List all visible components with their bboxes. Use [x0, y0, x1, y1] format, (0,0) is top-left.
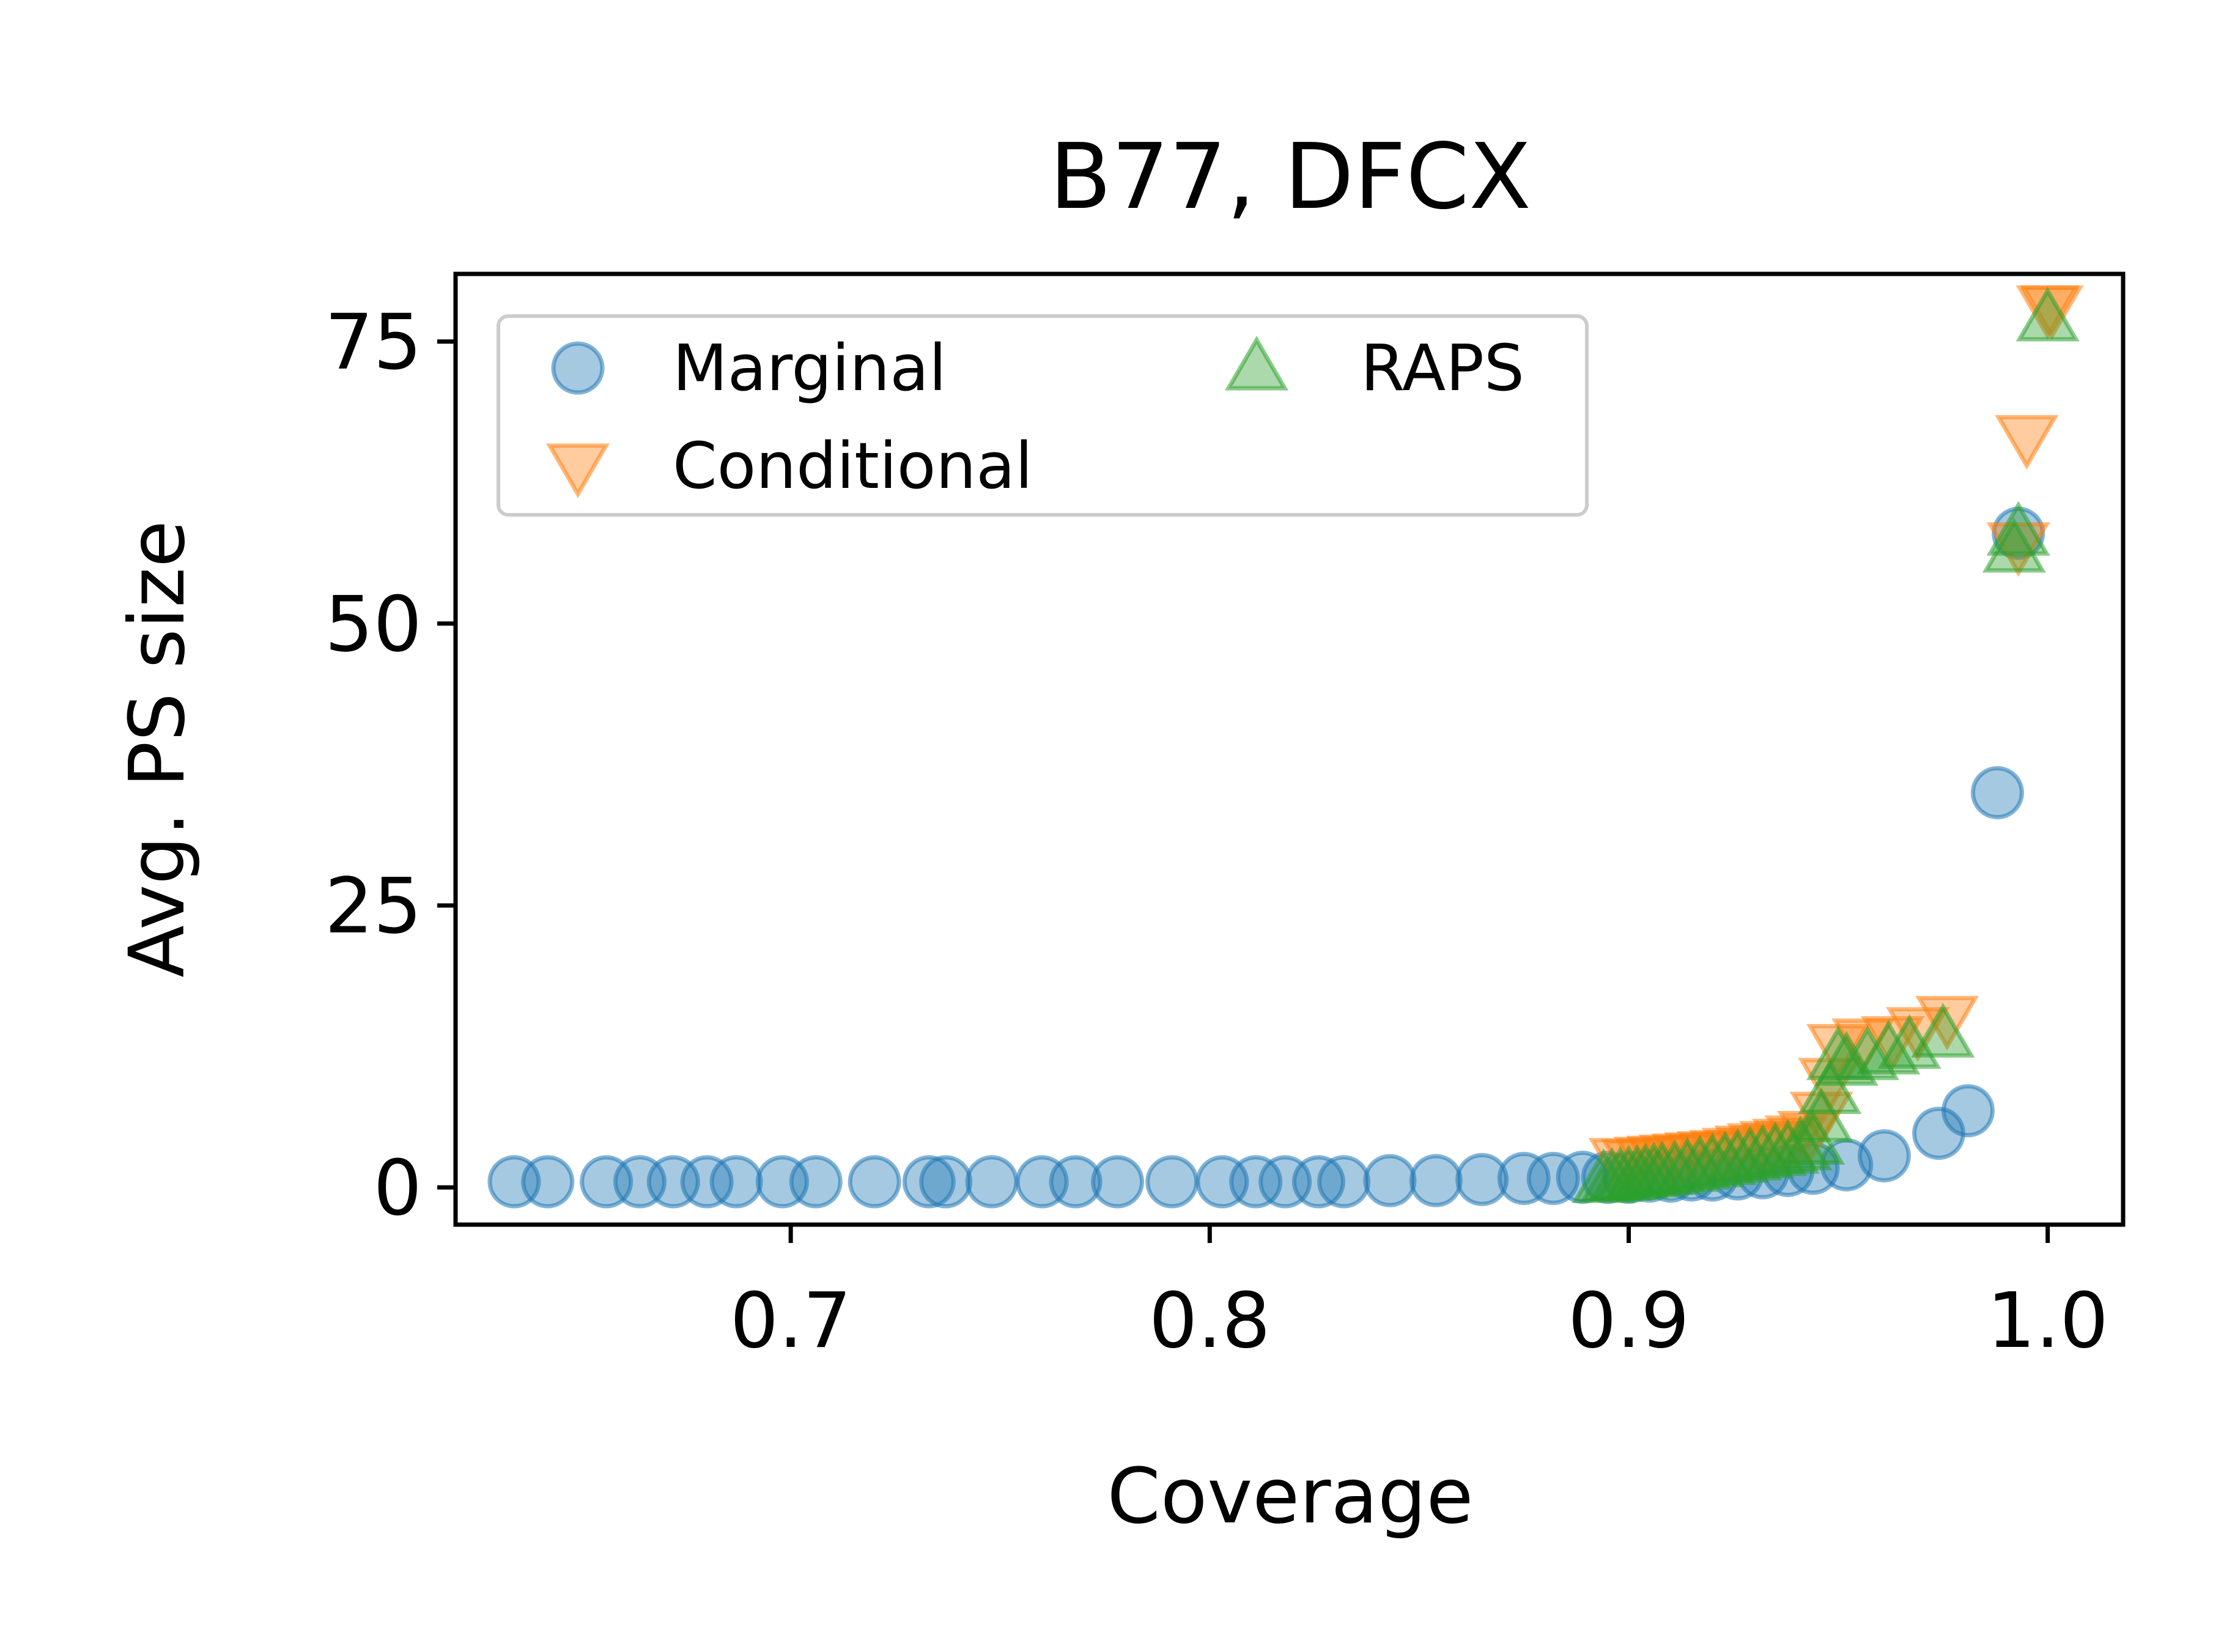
marginal-point — [902, 1155, 956, 1209]
marginal-point — [848, 1155, 901, 1209]
y-axis: 0 25 50 75 — [325, 298, 456, 1233]
marginal-point — [1970, 766, 2024, 820]
raps-point — [1798, 1059, 1862, 1114]
plot-area-frame — [453, 271, 2126, 1227]
legend-raps-marker — [1224, 336, 1289, 391]
marginal-point — [1091, 1155, 1145, 1209]
marginal-point — [919, 1155, 973, 1209]
marginal-point — [521, 1155, 575, 1209]
marginal-point — [1455, 1152, 1509, 1206]
marginal-point — [709, 1155, 763, 1209]
x-tick-label: 0.8 — [1149, 1277, 1271, 1365]
y-tick-label: 50 — [325, 580, 422, 669]
marginal-point — [1409, 1154, 1463, 1208]
marginal-point — [1857, 1129, 1911, 1182]
raps-point — [1986, 501, 2050, 556]
chart-title: B77, DFCX — [1049, 124, 1531, 229]
legend-raps-label: RAPS — [1361, 331, 1524, 405]
data-marks — [487, 285, 2084, 1209]
marginal-point — [1363, 1154, 1417, 1208]
legend: Marginal Conditional RAPS — [497, 314, 1589, 517]
x-axis-label: Coverage — [1107, 1452, 1474, 1541]
marginal-point — [789, 1155, 843, 1209]
y-tick-label: 75 — [325, 298, 422, 387]
y-tick-label: 25 — [325, 862, 422, 951]
raps-point — [1756, 1119, 1820, 1174]
x-axis: 0.7 0.8 0.9 1.0 — [730, 1225, 2108, 1365]
raps-point — [1856, 1019, 1921, 1075]
x-tick-label: 1.0 — [1987, 1277, 2108, 1365]
raps-point — [1982, 517, 2046, 573]
marginal-point — [1941, 1084, 1995, 1138]
legend-marginal-label: Marginal — [673, 331, 947, 405]
raps-point — [2015, 286, 2080, 342]
marginal-point — [1526, 1151, 1580, 1205]
marginal-point — [1229, 1155, 1283, 1209]
legend-frame — [497, 314, 1589, 517]
marginal-point — [1049, 1155, 1103, 1209]
legend-conditional-marker — [545, 443, 610, 498]
raps-point — [1789, 1087, 1853, 1143]
marginal-point — [680, 1155, 734, 1209]
legend-marginal-marker — [551, 341, 605, 395]
marginal-point — [1317, 1155, 1371, 1209]
marginal-point — [1145, 1155, 1199, 1209]
raps-point — [1911, 1003, 1975, 1058]
y-tick-label: 0 — [373, 1144, 422, 1233]
marginal-point — [965, 1155, 1019, 1209]
conditional-point — [1995, 415, 2059, 470]
x-tick-label: 0.9 — [1568, 1277, 1690, 1365]
y-axis-label: Avg. PS size — [113, 520, 202, 978]
x-tick-label: 0.7 — [730, 1277, 852, 1365]
marginal-point — [1497, 1151, 1551, 1205]
legend-conditional-label: Conditional — [673, 429, 1033, 503]
